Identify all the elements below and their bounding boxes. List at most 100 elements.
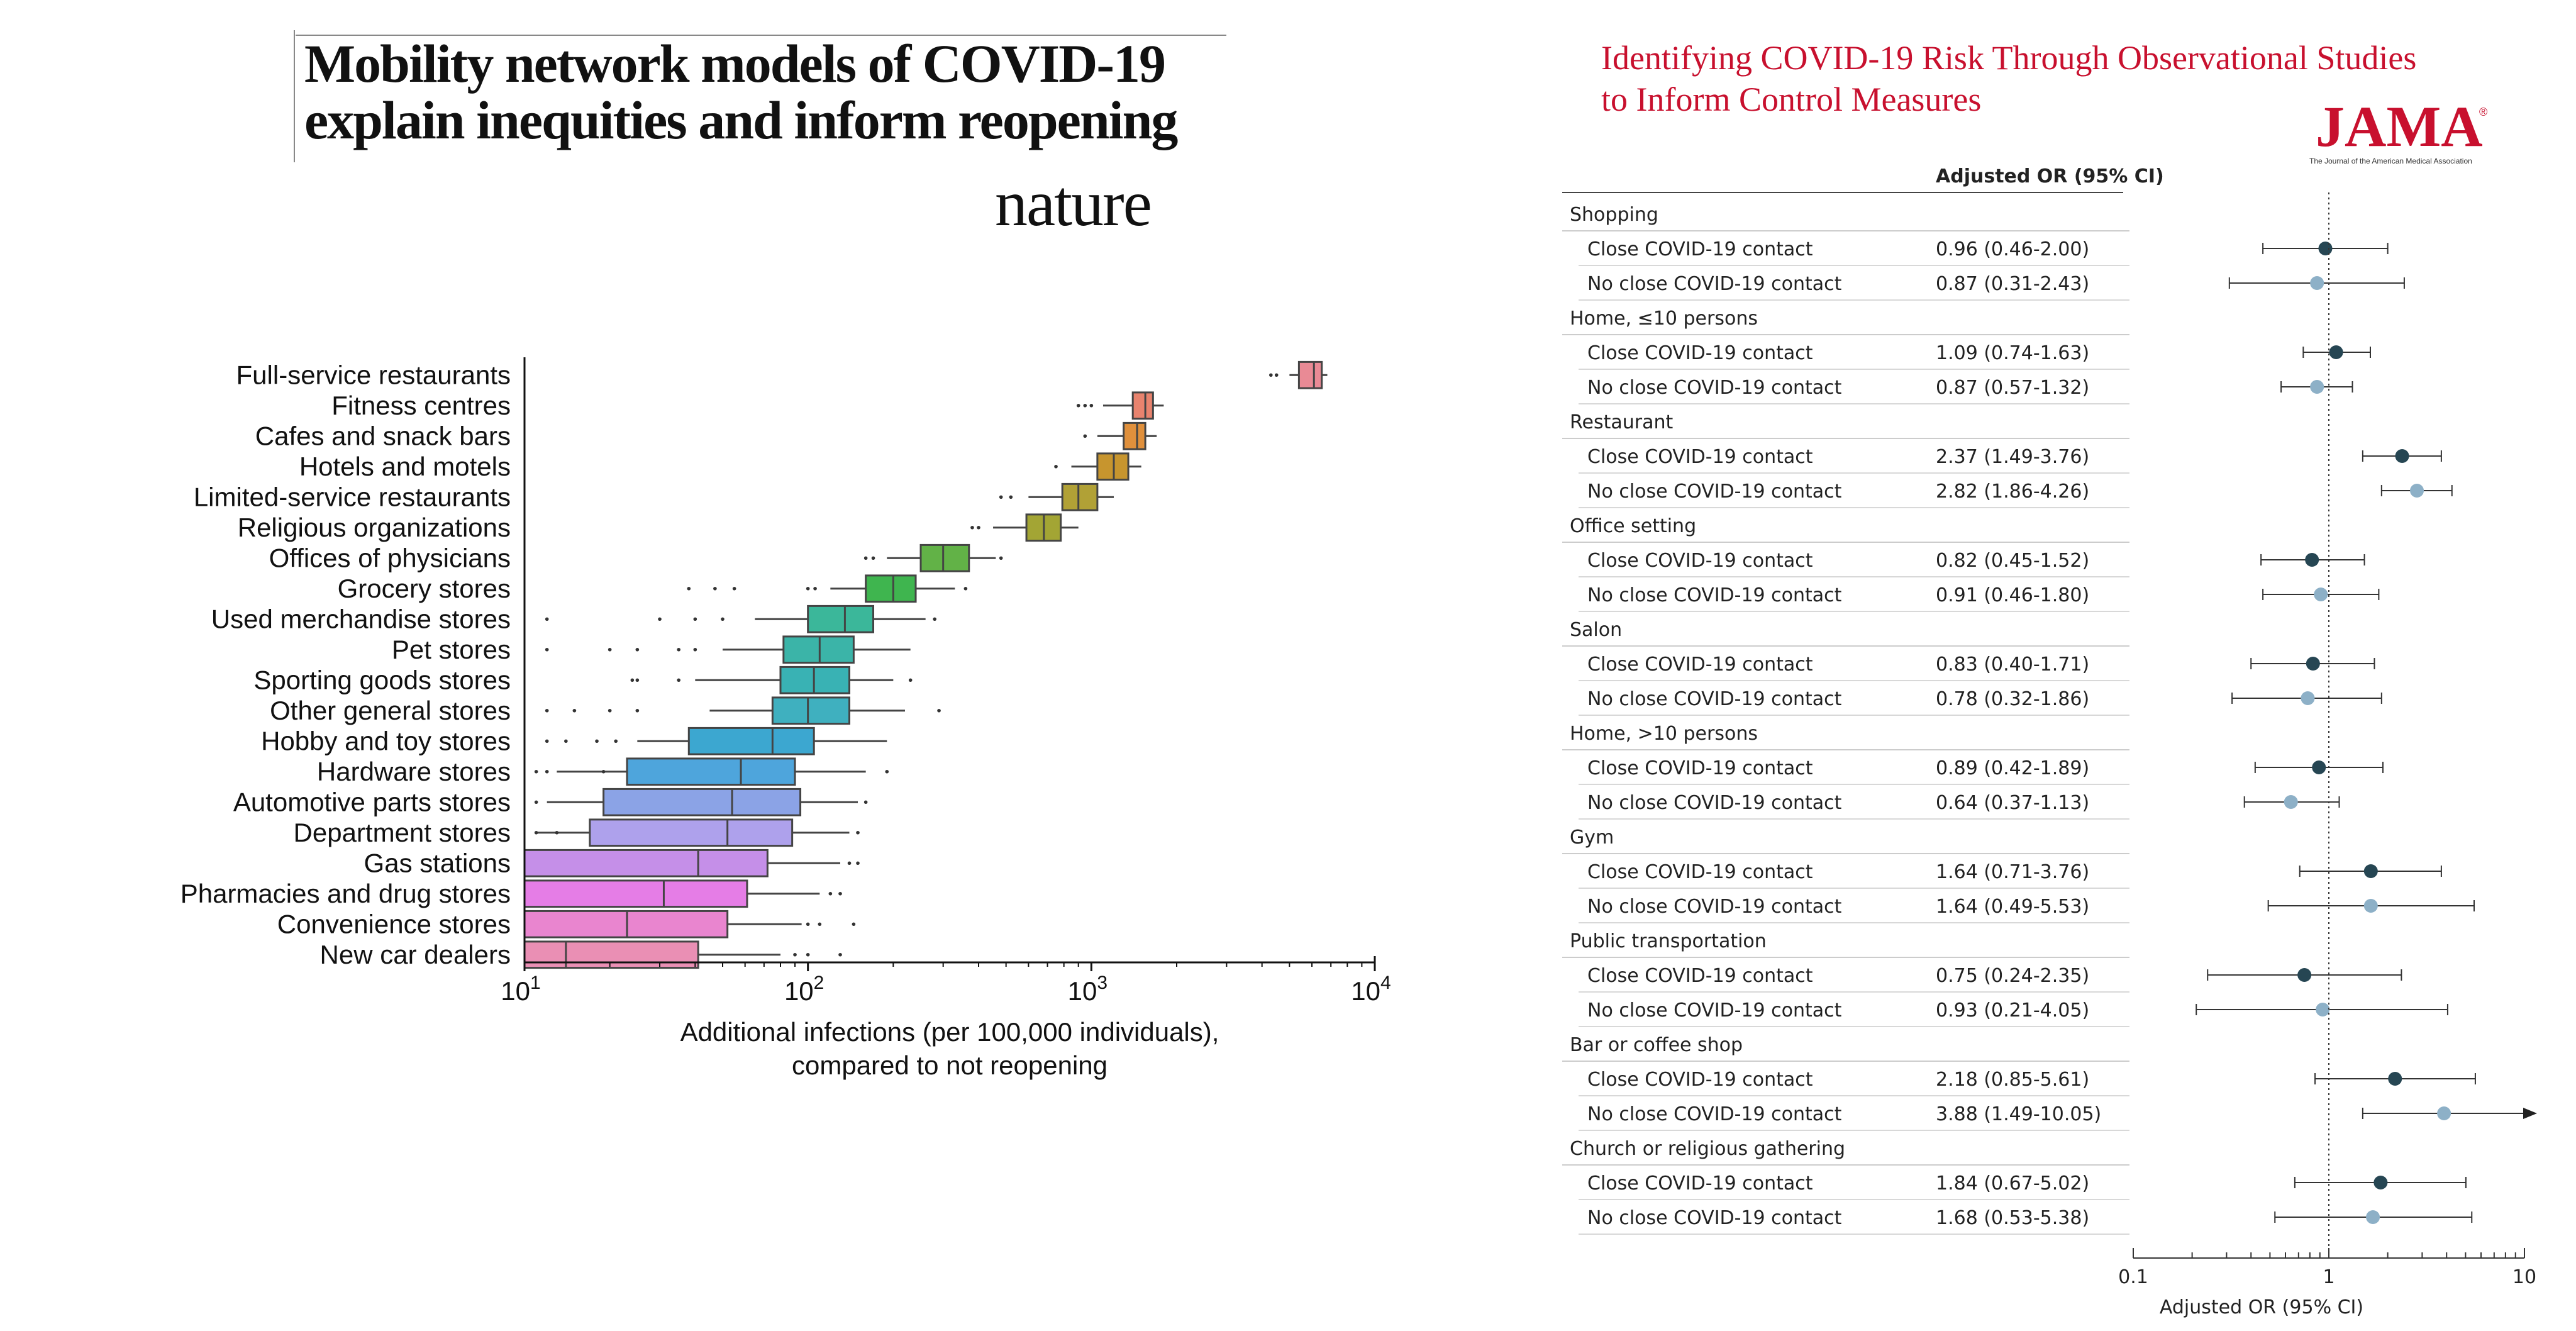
boxplot-outlier-point <box>630 678 635 682</box>
boxplot-outlier-point <box>721 617 724 621</box>
boxplot-outlier-point <box>999 495 1003 499</box>
boxplot-box <box>523 910 729 938</box>
nature-title-line2: explain inequities and inform reopening <box>304 90 1178 150</box>
boxplot-category-label: Other general stores <box>270 696 511 725</box>
boxplot-outlier-point <box>545 769 549 774</box>
boxplot-outlier-point <box>693 617 697 621</box>
boxplot-box <box>602 788 802 816</box>
boxplot-x-tick-label: 102 <box>784 972 824 1006</box>
forest-row-estimate: 0.78 (0.32-1.86) <box>1936 688 2089 710</box>
forest-row-label: Close COVID-19 contact <box>1587 757 1813 779</box>
boxplot-box <box>687 727 815 755</box>
forest-group-label: Restaurant <box>1570 411 1673 433</box>
forest-group-label: Office setting <box>1570 515 1696 537</box>
boxplot-category-label: Pharmacies and drug stores <box>180 879 511 908</box>
forest-point-estimate <box>2306 657 2320 671</box>
boxplot-outlier-point <box>608 708 612 713</box>
forest-row-label: Close COVID-19 contact <box>1587 965 1813 987</box>
jama-logo-registered-mark: ® <box>2479 106 2487 118</box>
forest-row-label: No close COVID-19 contact <box>1587 1207 1842 1229</box>
boxplot-box-group <box>545 604 936 633</box>
boxplot-box <box>807 604 875 633</box>
boxplot-category-label: Full-service restaurants <box>236 360 511 389</box>
forest-row-estimate: 2.82 (1.86-4.26) <box>1936 481 2089 503</box>
boxplot-outlier-point <box>970 525 974 530</box>
boxplot-outlier-point <box>732 586 736 591</box>
forest-point-estimate <box>2437 1106 2451 1120</box>
forest-point-estimate <box>2363 864 2378 878</box>
boxplot-outlier-point <box>545 708 549 713</box>
boxplot-box-group <box>534 757 889 786</box>
boxplot-outlier-point <box>806 586 810 591</box>
boxplot-box <box>523 879 748 908</box>
forest-point-estimate <box>2310 380 2324 394</box>
boxplot-outlier-point <box>564 739 568 743</box>
boxplot-outlier-point <box>1269 373 1273 377</box>
forest-point-estimate <box>2388 1072 2402 1086</box>
forest-row-label: Close COVID-19 contact <box>1587 550 1813 572</box>
boxplot-box-group <box>545 635 911 664</box>
boxplot-x-tick-label: 103 <box>1068 972 1108 1006</box>
boxplot-outlier-point <box>1076 403 1080 408</box>
boxplot-outlier-point <box>1274 373 1279 377</box>
boxplot-outlier-point <box>838 952 842 957</box>
boxplot-outlier-point <box>635 708 640 713</box>
forest-row-estimate: 0.64 (0.37-1.13) <box>1936 792 2089 814</box>
boxplot-outlier-point <box>545 739 549 743</box>
boxplot-box-group <box>523 940 842 969</box>
boxplot-box <box>1061 482 1099 511</box>
forest-row-label: Close COVID-19 contact <box>1587 654 1813 676</box>
forest-row-estimate: 0.75 (0.24-2.35) <box>1936 965 2089 987</box>
boxplot-outlier-point <box>999 556 1003 560</box>
forest-row-label: No close COVID-19 contact <box>1587 481 1842 503</box>
boxplot-outlier-point <box>693 647 697 652</box>
forest-row-estimate: 2.37 (1.49-3.76) <box>1936 446 2089 468</box>
forest-row-estimate: 3.88 (1.49-10.05) <box>1936 1103 2101 1125</box>
forest-row-label: Close COVID-19 contact <box>1587 342 1813 364</box>
forest-point-estimate <box>2305 553 2319 567</box>
boxplot-outlier-point <box>635 647 640 652</box>
boxplot-box <box>779 666 851 694</box>
forest-row-label: Close COVID-19 contact <box>1587 446 1813 468</box>
boxplot-box <box>626 757 796 786</box>
jama-logo-subtitle: The Journal of the American Medical Asso… <box>2309 157 2472 165</box>
forest-row-estimate: 1.09 (0.74-1.63) <box>1936 342 2089 364</box>
boxplot-outlier-point <box>1089 403 1094 408</box>
forest-group-label: Salon <box>1570 619 1622 641</box>
boxplot-box-group <box>1083 421 1157 450</box>
boxplot-box <box>782 635 855 664</box>
forest-row-label: Close COVID-19 contact <box>1587 1069 1813 1091</box>
boxplot-box-group <box>1269 360 1328 389</box>
forest-column-header: Adjusted OR (95% CI) <box>1936 165 2164 187</box>
forest-row-label: No close COVID-19 contact <box>1587 688 1842 710</box>
boxplot-outlier-point <box>608 647 612 652</box>
boxplot-category-label: Grocery stores <box>338 574 511 603</box>
boxplot-x-tick-label: 101 <box>501 972 540 1006</box>
boxplot-box <box>523 940 699 969</box>
boxplot-category-label: Sporting goods stores <box>253 665 511 694</box>
boxplot-box <box>1297 360 1323 389</box>
forest-group-label: Gym <box>1570 827 1614 849</box>
boxplot-box-group <box>863 543 1003 572</box>
forest-x-tick-label: 0.1 <box>2118 1266 2148 1288</box>
jama-header: Identifying COVID-19 Risk Through Observ… <box>1601 39 2487 165</box>
boxplot-category-label: Hardware stores <box>317 757 511 786</box>
boxplot-outlier-point <box>793 952 797 957</box>
boxplot-x-axis-label-line1: Additional infections (per 100,000 indiv… <box>680 1017 1219 1047</box>
boxplot-category-label: Pet stores <box>392 635 511 664</box>
forest-row-estimate: 1.64 (0.71-3.76) <box>1936 861 2089 883</box>
forest-row-label: Close COVID-19 contact <box>1587 238 1813 260</box>
boxplot-category-label: Convenience stores <box>277 909 511 938</box>
boxplot-box <box>919 543 970 572</box>
boxplot-outlier-point <box>658 617 662 621</box>
boxplot-outlier-point <box>595 739 599 743</box>
boxplot-outlier-point <box>818 922 822 927</box>
boxplot-category-label: Used merchandise stores <box>211 604 511 633</box>
boxplot-category-label: Offices of physicians <box>269 543 511 572</box>
forest-group-label: Bar or coffee shop <box>1570 1034 1743 1056</box>
forest-row-estimate: 0.89 (0.42-1.89) <box>1936 757 2089 779</box>
forest-row-estimate: 0.87 (0.31-2.43) <box>1936 273 2089 295</box>
boxplot-outlier-point <box>677 647 680 652</box>
